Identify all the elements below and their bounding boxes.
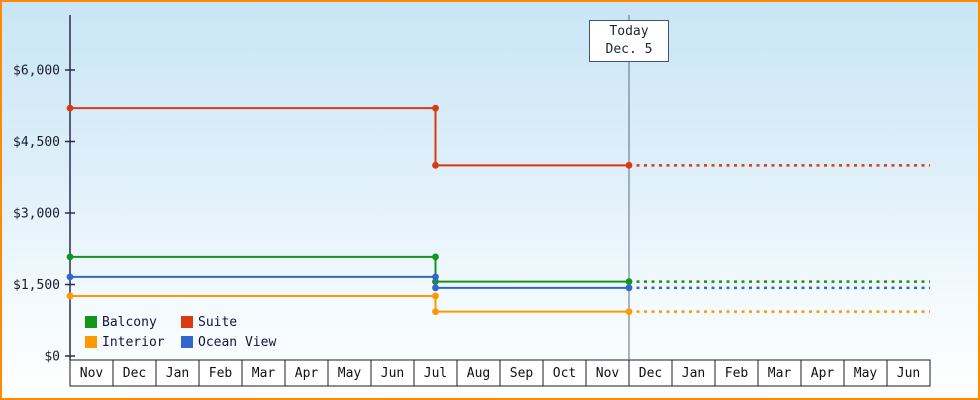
legend-label-ocean-view: Ocean View	[198, 334, 277, 350]
month-cell	[155, 359, 200, 387]
month-label: Jun	[381, 366, 404, 381]
month-label: Nov	[80, 366, 104, 381]
month-label: Jan	[166, 366, 189, 381]
balcony-color-swatch	[85, 316, 97, 328]
month-label: Aug	[467, 366, 490, 381]
month-label: Feb	[209, 366, 233, 381]
month-cell	[499, 359, 544, 387]
month-label: Sep	[510, 366, 534, 381]
y-tick-label: $0	[44, 350, 60, 365]
month-label: Apr	[295, 366, 319, 381]
month-label: Dec	[123, 366, 146, 381]
today-label-line1: Today	[609, 24, 649, 39]
month-label: Mar	[252, 366, 276, 381]
month-label: Mar	[768, 366, 792, 381]
month-cell	[112, 359, 157, 387]
data-point-ocean-view	[66, 273, 74, 281]
month-cell	[241, 359, 286, 387]
legend-row: Balcony Suite	[85, 312, 277, 332]
legend-label-suite: Suite	[198, 314, 238, 330]
data-point-suite	[432, 161, 439, 169]
data-point-suite	[66, 104, 74, 112]
month-cell	[69, 359, 114, 387]
month-cell	[843, 359, 888, 387]
legend-label-interior: Interior	[102, 334, 165, 350]
month-label: May	[854, 366, 878, 381]
data-point-ocean-view	[432, 273, 439, 281]
data-point-suite	[432, 104, 439, 112]
interior-color-swatch	[85, 336, 97, 348]
month-label: Oct	[553, 366, 576, 381]
data-point-balcony	[432, 253, 439, 261]
month-cell	[413, 359, 458, 387]
ocean-view-color-swatch	[181, 336, 193, 348]
month-cell	[800, 359, 845, 387]
month-label: May	[338, 366, 362, 381]
y-tick-label: $1,500	[13, 278, 60, 293]
data-point-interior	[625, 308, 633, 316]
month-label: Jan	[682, 366, 705, 381]
series-line-suite	[70, 107, 629, 167]
data-point-interior	[432, 308, 439, 316]
series-line-ocean-view	[70, 275, 629, 289]
month-label: Dec	[639, 366, 662, 381]
data-point-interior	[432, 292, 439, 300]
month-label: Apr	[811, 366, 835, 381]
legend-item-interior: Interior	[85, 335, 181, 350]
today-label-line2: Dec. 5	[605, 42, 653, 57]
suite-color-swatch	[181, 316, 193, 328]
month-label: Jul	[424, 366, 447, 381]
legend: Balcony Suite Interior Ocean View	[85, 312, 277, 352]
data-point-suite	[625, 161, 633, 169]
legend-item-ocean-view: Ocean View	[181, 335, 277, 350]
month-cell	[628, 359, 673, 387]
month-cell	[757, 359, 802, 387]
month-label: Feb	[725, 366, 749, 381]
series-line-interior	[70, 294, 629, 313]
month-label: Jun	[897, 366, 920, 381]
data-point-balcony	[66, 253, 74, 261]
series-line-balcony	[70, 255, 629, 283]
month-label: Nov	[596, 366, 620, 381]
data-point-ocean-view	[432, 284, 439, 292]
month-cell	[886, 359, 931, 387]
y-tick-label: $4,500	[13, 135, 60, 150]
y-tick-label: $6,000	[13, 64, 60, 79]
data-point-interior	[66, 292, 74, 300]
today-marker-label: Today Dec. 5	[589, 20, 669, 62]
legend-item-balcony: Balcony	[85, 315, 181, 330]
month-cell	[542, 359, 587, 387]
month-cell	[585, 359, 630, 387]
month-cell	[327, 359, 372, 387]
legend-label-balcony: Balcony	[102, 314, 157, 330]
data-point-ocean-view	[625, 284, 633, 292]
month-cell	[370, 359, 415, 387]
legend-row: Interior Ocean View	[85, 332, 277, 352]
legend-item-suite: Suite	[181, 315, 277, 330]
data-point-balcony	[625, 278, 633, 286]
y-tick-label: $3,000	[13, 207, 60, 222]
